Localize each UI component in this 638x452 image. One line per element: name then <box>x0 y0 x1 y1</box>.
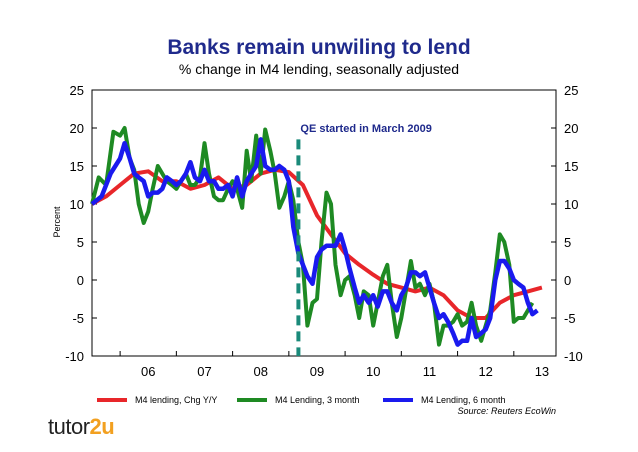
legend-label-1: M4 lending, Chg Y/Y <box>135 395 217 405</box>
y-tick-label-right-4: 10 <box>564 197 578 212</box>
x-tick-label-11: 11 <box>423 364 437 379</box>
x-tick-label-10: 10 <box>366 364 380 379</box>
series-line-3 <box>90 137 539 347</box>
y-tick-label-left-3: 5 <box>77 235 84 250</box>
x-tick-label-08: 08 <box>253 364 267 379</box>
qe-annotation: QE started in March 2009 <box>300 123 431 135</box>
source-note: Source: Reuters EcoWin <box>458 406 556 416</box>
y-tick-label-right-0: -10 <box>564 349 583 364</box>
y-tick-label-left-1: -5 <box>72 311 84 326</box>
chart-title: Banks remain unwiling to lend <box>167 36 470 59</box>
plot-area <box>91 89 557 357</box>
logo-text-b: 2u <box>89 414 115 439</box>
y-tick-label-left-0: -10 <box>65 349 84 364</box>
y-ticks-left: -10 -5 0 5 10 15 20 25 <box>65 83 97 364</box>
x-tick-label-13: 13 <box>535 364 549 379</box>
y-tick-label-left-7: 25 <box>70 83 84 98</box>
x-tick-label-07: 07 <box>197 364 211 379</box>
y-tick-label-left-6: 20 <box>70 121 84 136</box>
y-tick-label-right-1: -5 <box>564 311 576 326</box>
y-tick-label-right-2: 0 <box>564 273 571 288</box>
y-tick-label-left-4: 10 <box>70 197 84 212</box>
y-tick-label-left-2: 0 <box>77 273 84 288</box>
y-tick-label-left-5: 15 <box>70 159 84 174</box>
y-ticks-right: -10 -5 0 5 10 15 20 25 <box>551 83 583 364</box>
x-tick-label-09: 09 <box>310 364 324 379</box>
series-layer <box>90 126 543 347</box>
y-tick-label-right-7: 25 <box>564 83 578 98</box>
series-line-2 <box>90 126 535 347</box>
x-tick-label-06: 06 <box>141 364 155 379</box>
legend-label-3: M4 Lending, 6 month <box>421 395 506 405</box>
x-tick-label-12: 12 <box>478 364 492 379</box>
x-ticks: 06 07 08 09 10 11 12 13 <box>119 351 549 379</box>
y-axis-label: Percent <box>52 206 62 238</box>
legend-label-2: M4 Lending, 3 month <box>275 395 360 405</box>
legend: M4 lending, Chg Y/Y M4 Lending, 3 month M4… <box>97 395 506 405</box>
tutor2u-logo: tutor2u <box>48 414 115 440</box>
y-tick-label-right-5: 15 <box>564 159 578 174</box>
y-tick-label-right-3: 5 <box>564 235 571 250</box>
chart-subtitle: % change in M4 lending, seasonally adjus… <box>179 61 459 77</box>
y-tick-label-right-6: 20 <box>564 121 578 136</box>
logo-text-a: tutor <box>48 414 90 439</box>
